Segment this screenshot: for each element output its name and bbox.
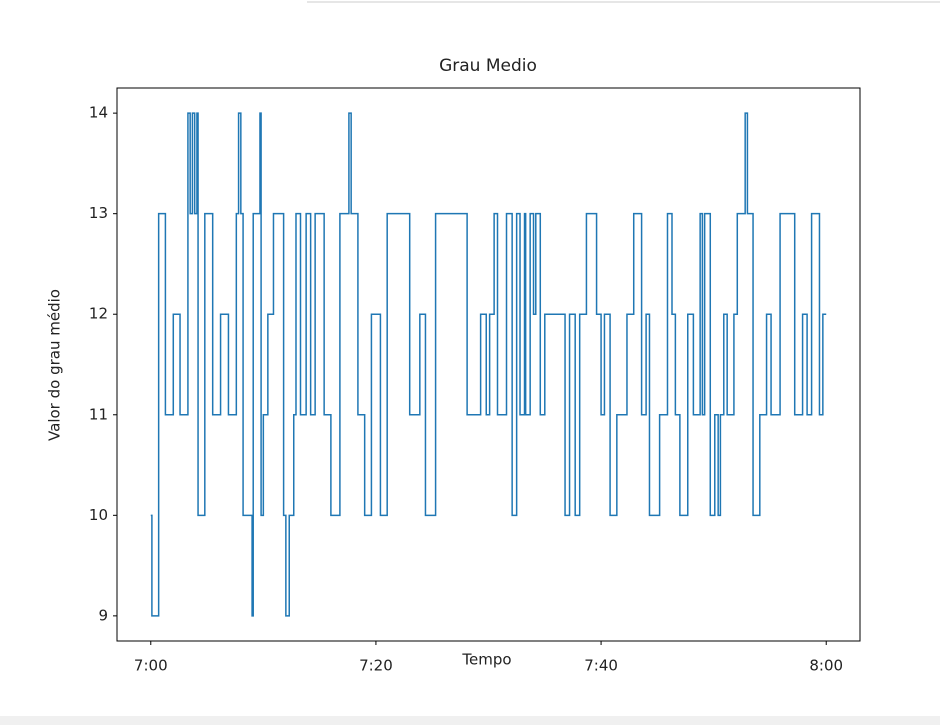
y-tick-label: 11 bbox=[89, 405, 108, 423]
y-tick-label: 13 bbox=[89, 204, 108, 222]
y-tick-label: 9 bbox=[98, 606, 108, 624]
y-tick-label: 12 bbox=[89, 305, 108, 323]
y-tick-label: 10 bbox=[89, 506, 108, 524]
chart-title: Grau Medio bbox=[439, 56, 537, 76]
window-footer bbox=[0, 716, 940, 725]
x-tick-label: 8:00 bbox=[809, 657, 843, 675]
y-tick-label: 14 bbox=[89, 104, 108, 122]
data-line bbox=[150, 112, 827, 617]
x-tick-label: 7:00 bbox=[134, 657, 168, 675]
x-axis-label: Tempo bbox=[461, 651, 511, 669]
x-tick-label: 7:40 bbox=[584, 657, 618, 675]
x-tick-label: 7:20 bbox=[359, 657, 393, 675]
y-axis-label: Valor do grau médio bbox=[46, 289, 64, 441]
